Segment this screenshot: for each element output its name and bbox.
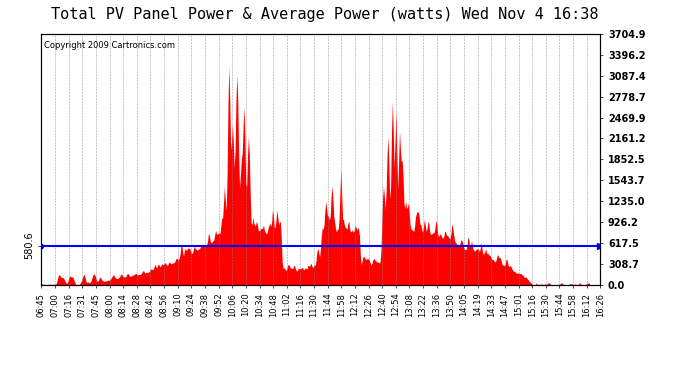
- Text: Total PV Panel Power & Average Power (watts) Wed Nov 4 16:38: Total PV Panel Power & Average Power (wa…: [50, 8, 598, 22]
- Text: Copyright 2009 Cartronics.com: Copyright 2009 Cartronics.com: [44, 41, 175, 50]
